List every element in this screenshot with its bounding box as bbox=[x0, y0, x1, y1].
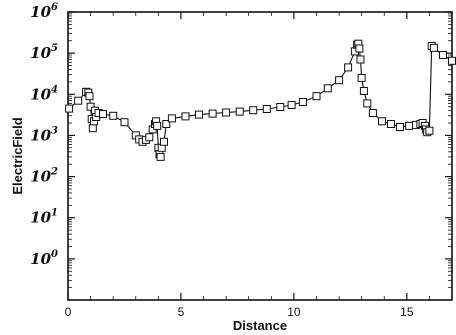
data-point-marker bbox=[262, 105, 271, 113]
data-point-marker bbox=[65, 104, 74, 113]
data-point-marker bbox=[235, 107, 244, 116]
y-tick-label: 106 bbox=[30, 2, 58, 21]
data-point-marker bbox=[323, 84, 332, 93]
data-point-marker bbox=[359, 87, 368, 95]
y-tick-label: 101 bbox=[30, 208, 58, 227]
y-tick-label: 103 bbox=[30, 125, 58, 144]
data-point-marker bbox=[109, 111, 118, 120]
y-tick-label: 105 bbox=[30, 43, 58, 62]
data-point-marker bbox=[357, 73, 366, 82]
data-point-marker bbox=[363, 99, 372, 108]
data-point-marker bbox=[249, 106, 258, 115]
data-point-marker bbox=[167, 114, 176, 123]
data-point-marker bbox=[99, 110, 107, 119]
data-point-marker bbox=[160, 137, 168, 146]
data-point-marker bbox=[405, 121, 414, 130]
data-point-marker bbox=[378, 117, 386, 126]
series-line bbox=[68, 42, 453, 160]
data-point-marker bbox=[356, 55, 365, 64]
x-tick-label: 0 bbox=[65, 305, 72, 319]
data-point-marker bbox=[208, 109, 217, 118]
data-point-marker bbox=[448, 56, 456, 65]
y-tick-labels: 100 101 102 103 104 105 106 bbox=[30, 2, 58, 268]
data-point-marker bbox=[439, 51, 447, 59]
x-tick-label: 5 bbox=[178, 305, 185, 319]
data-point-marker bbox=[429, 43, 438, 52]
data-point-marker bbox=[162, 120, 171, 128]
x-axis-title: Distance bbox=[233, 318, 287, 333]
data-point-marker bbox=[156, 152, 165, 161]
data-point-marker bbox=[287, 101, 296, 109]
data-point-marker bbox=[276, 103, 285, 111]
data-point-marker bbox=[153, 121, 162, 130]
x-tick-labels: 0 5 10 15 bbox=[65, 305, 414, 319]
y-tick-label: 104 bbox=[30, 84, 58, 103]
plot-frame bbox=[67, 11, 453, 301]
data-point-marker bbox=[74, 96, 83, 105]
data-point-marker bbox=[387, 120, 395, 128]
y-tick-label: 102 bbox=[30, 167, 58, 186]
data-point-marker bbox=[344, 63, 353, 72]
data-point-marker bbox=[312, 92, 321, 101]
data-point-marker bbox=[120, 118, 129, 127]
data-point-marker bbox=[195, 110, 203, 119]
data-point-marker bbox=[85, 92, 94, 101]
data-point-marker bbox=[335, 76, 344, 85]
data-point-marker bbox=[355, 44, 364, 53]
y-axis-title: ElectricField bbox=[10, 117, 25, 194]
y-tick-label: 100 bbox=[30, 249, 58, 268]
data-point-marker bbox=[88, 124, 97, 133]
data-point-marker bbox=[396, 123, 404, 131]
data-point-marker bbox=[145, 133, 154, 142]
data-point-marker bbox=[181, 112, 190, 121]
data-point-marker bbox=[298, 98, 307, 106]
tick-marks bbox=[67, 11, 453, 300]
data-point-marker bbox=[425, 126, 434, 135]
x-tick-label: 10 bbox=[287, 305, 301, 319]
x-tick-label: 15 bbox=[400, 305, 414, 319]
data-point-marker bbox=[368, 109, 377, 117]
data-point-marker bbox=[222, 108, 231, 117]
series-electric-field bbox=[65, 39, 456, 161]
